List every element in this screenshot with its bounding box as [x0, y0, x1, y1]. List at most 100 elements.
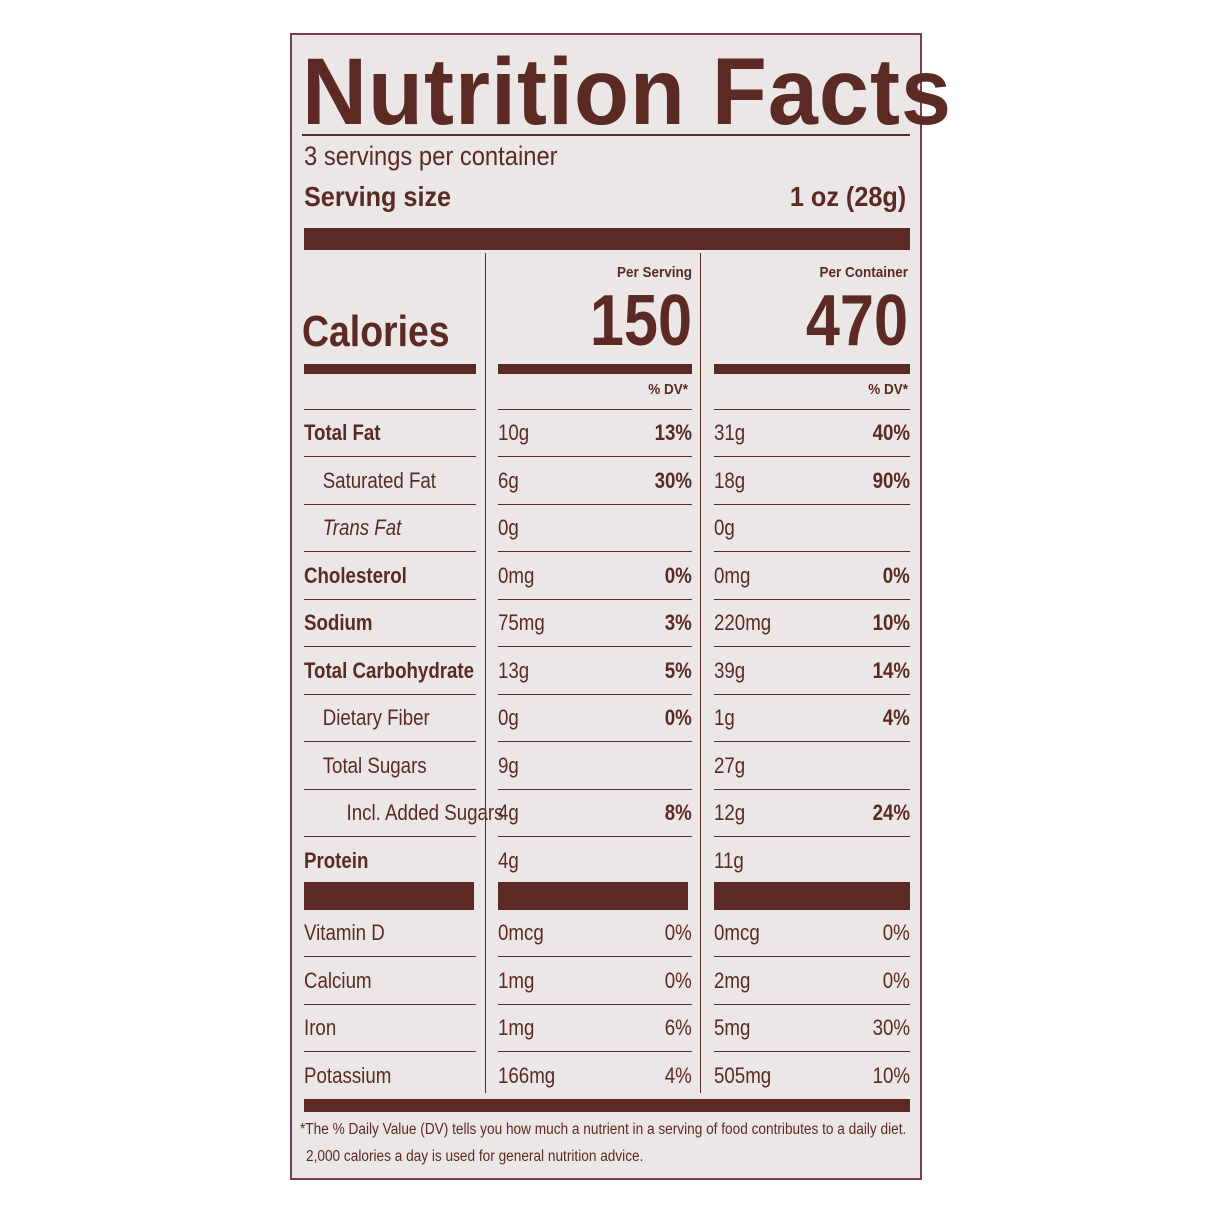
- daily-value-serving: 4%: [664, 1063, 692, 1088]
- daily-value-serving: 30%: [654, 467, 692, 493]
- column-divider: [700, 253, 701, 1093]
- nutrient-row-container: 0mg 0%: [714, 553, 910, 600]
- nutrient-row-serving: 4g 8%: [498, 790, 692, 837]
- calories-per-serving: 150: [589, 281, 692, 361]
- amount-serving: 166mg: [498, 1063, 556, 1088]
- amount-container: 18g: [714, 467, 746, 493]
- daily-value-serving: 6%: [664, 1015, 692, 1040]
- amount-serving: 10g: [498, 420, 530, 445]
- nutrient-row-container: 18g 90%: [714, 458, 910, 505]
- amount-container: 12g: [714, 800, 746, 825]
- nutrient-row-label: Vitamin D: [304, 910, 476, 957]
- nutrient-name: Sodium: [304, 610, 373, 635]
- dv-header-container: % DV*: [868, 381, 908, 398]
- amount-container: 31g: [714, 420, 746, 445]
- daily-value-container: 0%: [882, 920, 910, 945]
- servings-per-container: 3 servings per container: [304, 141, 558, 171]
- daily-value-serving: 0%: [664, 562, 692, 588]
- column-divider: [485, 253, 486, 1093]
- footnote-line-1: *The % Daily Value (DV) tells you how mu…: [300, 1121, 907, 1138]
- amount-serving: 6g: [498, 467, 519, 493]
- amount-serving: 0g: [498, 515, 519, 540]
- daily-value-container: 14%: [872, 657, 910, 683]
- nutrient-name: Incl. Added Sugars: [346, 800, 504, 825]
- nutrient-row-label: Dietary Fiber: [304, 695, 476, 742]
- daily-value-container: 4%: [882, 705, 910, 730]
- amount-container: 5mg: [714, 1015, 751, 1040]
- nutrient-row-serving: 9g: [498, 743, 692, 790]
- amount-container: 1g: [714, 705, 735, 730]
- daily-value-serving: 13%: [654, 420, 692, 445]
- nutrient-row-container: 0g: [714, 505, 910, 552]
- nutrient-row-serving: 6g 30%: [498, 458, 692, 505]
- nutrient-row-container: 220mg 10%: [714, 600, 910, 647]
- thick-divider: [304, 228, 910, 250]
- nutrient-row-serving: 0g: [498, 505, 692, 552]
- nutrient-name: Total Fat: [304, 420, 381, 445]
- daily-value-serving: 3%: [664, 610, 692, 635]
- nutrition-facts-title: Nutrition Facts: [302, 39, 953, 145]
- nutrient-row-serving: 10g 13%: [498, 410, 692, 457]
- divider: [302, 134, 910, 136]
- divider: [714, 409, 910, 410]
- nutrient-row-label: Total Carbohydrate: [304, 648, 476, 695]
- nutrient-row-serving: 0mcg 0%: [498, 910, 692, 957]
- nutrient-name: Trans Fat: [322, 515, 402, 540]
- serving-size-label: Serving size: [304, 181, 452, 212]
- daily-value-container: 24%: [872, 800, 910, 825]
- nutrient-row-label: Trans Fat: [304, 505, 476, 552]
- nutrient-row-label: Protein: [304, 838, 476, 885]
- per-container-header: Per Container: [819, 264, 908, 281]
- amount-container: 220mg: [714, 610, 772, 635]
- daily-value-serving: 8%: [664, 800, 692, 825]
- amount-serving: 0mg: [498, 562, 535, 588]
- daily-value-container: 90%: [872, 467, 910, 493]
- vitamin-divider: [714, 882, 910, 910]
- nutrient-row-label: Total Fat: [304, 410, 476, 457]
- daily-value-container: 30%: [872, 1015, 910, 1040]
- nutrient-row-container: 39g 14%: [714, 648, 910, 695]
- divider: [498, 409, 692, 410]
- dv-header-serving: % DV*: [648, 381, 688, 398]
- calories-divider: [714, 364, 910, 374]
- amount-serving: 0g: [498, 705, 519, 730]
- nutrient-row-container: 11g: [714, 838, 910, 885]
- nutrient-name: Calcium: [304, 967, 372, 993]
- daily-value-serving: 0%: [664, 705, 692, 730]
- nutrient-row-label: Sodium: [304, 600, 476, 647]
- daily-value-container: 40%: [872, 420, 910, 445]
- nutrient-row-label: Saturated Fat: [304, 458, 476, 505]
- daily-value-serving: 0%: [664, 967, 692, 993]
- nutrient-row-label: Calcium: [304, 958, 476, 1005]
- nutrient-row-serving: 0mg 0%: [498, 553, 692, 600]
- footnote-line-2: 2,000 calories a day is used for general…: [306, 1148, 644, 1165]
- amount-container: 11g: [714, 848, 744, 873]
- nutrient-row-label: Total Sugars: [304, 743, 476, 790]
- nutrient-name: Dietary Fiber: [322, 705, 430, 730]
- nutrient-name: Total Carbohydrate: [304, 657, 475, 683]
- amount-serving: 4g: [498, 848, 519, 873]
- amount-container: 0mcg: [714, 920, 760, 945]
- nutrient-name: Protein: [304, 848, 369, 873]
- nutrient-row-serving: 1mg 6%: [498, 1005, 692, 1052]
- daily-value-container: 10%: [872, 1063, 910, 1088]
- daily-value-container: 0%: [882, 562, 910, 588]
- nutrient-row-label: Iron: [304, 1005, 476, 1052]
- amount-serving: 0mcg: [498, 920, 544, 945]
- nutrient-row-container: 31g 40%: [714, 410, 910, 457]
- per-serving-header: Per Serving: [616, 264, 692, 281]
- daily-value-serving: 5%: [664, 657, 692, 683]
- nutrition-facts-panel: Nutrition Facts 3 servings per container…: [290, 33, 951, 1180]
- amount-container: 39g: [714, 657, 746, 683]
- amount-container: 27g: [714, 752, 746, 778]
- daily-value-container: 10%: [872, 610, 910, 635]
- nutrient-name: Saturated Fat: [322, 467, 437, 493]
- divider: [304, 409, 476, 410]
- amount-container: 505mg: [714, 1063, 772, 1088]
- amount-serving: 9g: [498, 752, 519, 778]
- nutrient-row-container: 5mg 30%: [714, 1005, 910, 1052]
- amount-serving: 1mg: [498, 1015, 535, 1040]
- amount-serving: 4g: [498, 800, 519, 825]
- nutrient-row-container: 2mg 0%: [714, 958, 910, 1005]
- calories-divider: [304, 364, 476, 374]
